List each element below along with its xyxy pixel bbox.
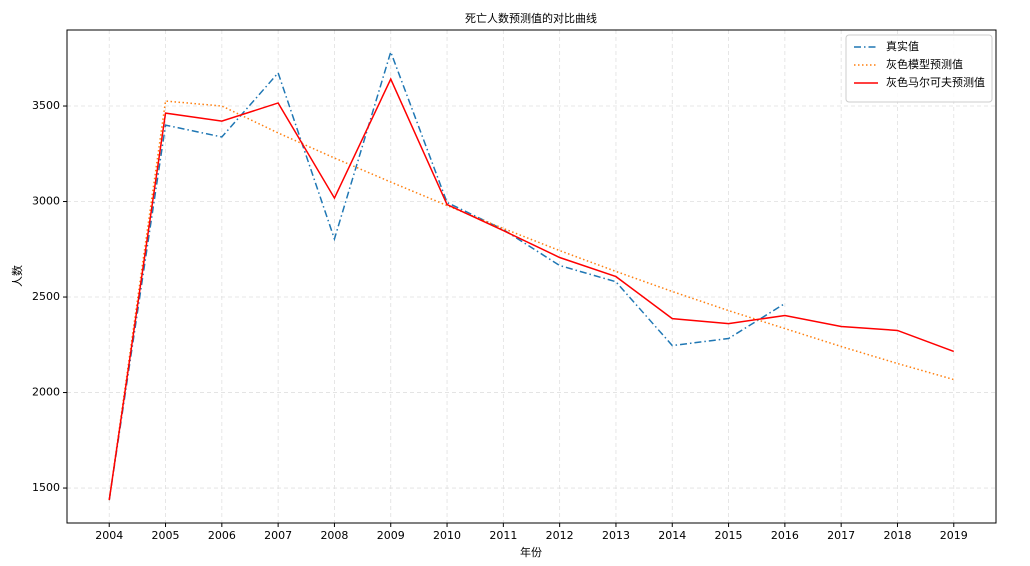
legend-label: 灰色模型预测值: [886, 57, 963, 71]
x-tick-label: 2016: [771, 529, 799, 542]
legend-label: 灰色马尔可夫预测值: [886, 75, 985, 89]
legend-label: 真实值: [886, 39, 919, 53]
x-tick-label: 2011: [489, 529, 517, 542]
y-tick-label: 3000: [32, 195, 60, 208]
chart-title: 死亡人数预测值的对比曲线: [465, 11, 597, 25]
x-tick-label: 2008: [320, 529, 348, 542]
y-tick-label: 2000: [32, 386, 60, 399]
x-tick-label: 2007: [264, 529, 292, 542]
x-tick-label: 2019: [940, 529, 968, 542]
x-tick-label: 2006: [208, 529, 236, 542]
x-tick-label: 2017: [827, 529, 855, 542]
series-line: [108, 77, 955, 501]
x-tick-label: 2018: [883, 529, 911, 542]
x-tick-label: 2004: [95, 529, 123, 542]
legend-box: [845, 34, 993, 103]
x-tick-label: 2005: [152, 529, 180, 542]
y-tick-label: 1500: [32, 481, 60, 494]
x-tick-label: 2012: [546, 529, 574, 542]
x-tick-label: 2014: [658, 529, 686, 542]
x-tick-label: 2013: [602, 529, 630, 542]
y-axis-label: 人数: [11, 265, 24, 287]
series-line: [108, 49, 786, 501]
x-tick-label: 2010: [433, 529, 461, 542]
series-line: [108, 100, 954, 501]
y-tick-label: 2500: [32, 290, 60, 303]
y-tick-label: 3500: [32, 99, 60, 112]
x-axis-label: 年份: [520, 545, 542, 559]
plot-frame: [66, 29, 997, 524]
x-tick-label: 2015: [715, 529, 743, 542]
x-tick-label: 2009: [377, 529, 405, 542]
